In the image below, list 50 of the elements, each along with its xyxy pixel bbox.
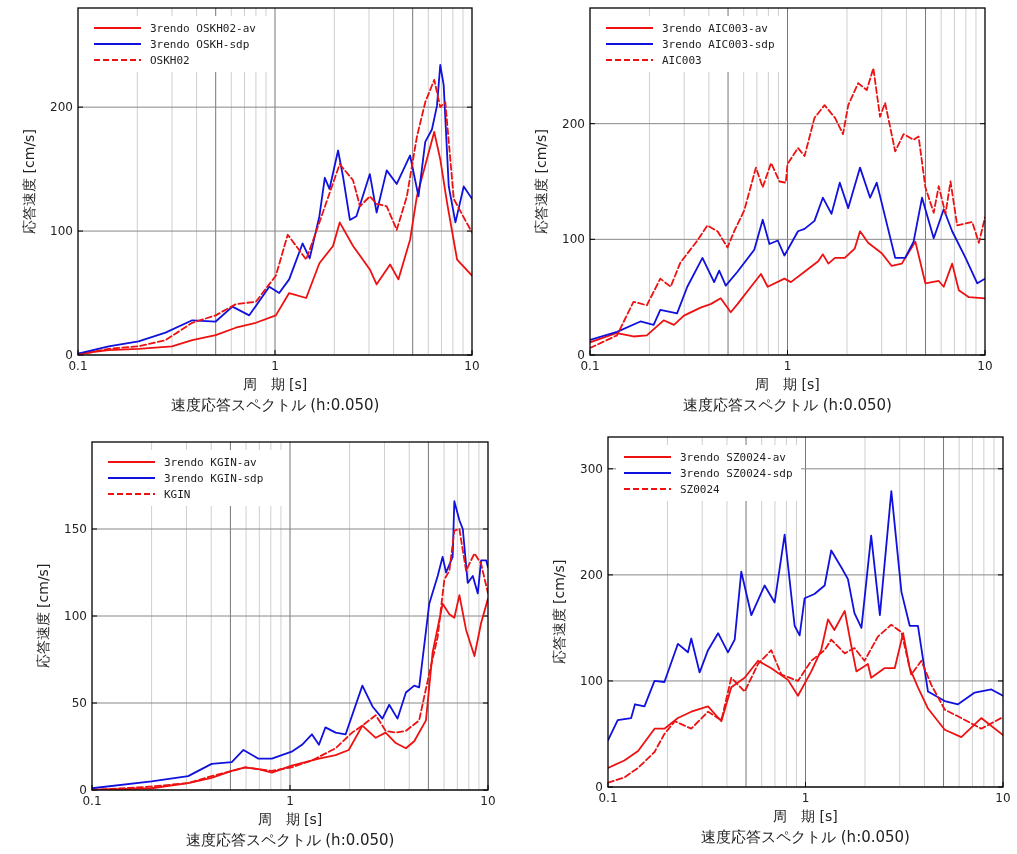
x-axis-title: 周 期 [s] [755, 376, 820, 392]
y-tick-label: 50 [71, 696, 87, 710]
legend-label: 3rendo SZ0024-av [680, 451, 787, 464]
y-tick-label: 100 [562, 232, 585, 247]
y-axis-title: 応答速度 [cm/s] [533, 129, 549, 234]
legend-label: KGIN [164, 488, 191, 501]
x-tick-label: 0.1 [68, 359, 88, 373]
x-tick-label: 0.1 [82, 794, 102, 808]
y-tick-label: 0 [65, 348, 73, 362]
text: 速度応答スペクトル (h:0.050) [683, 396, 892, 414]
y-tick-label: 100 [64, 609, 87, 623]
legend-label: AIC003 [662, 54, 702, 67]
text: 速度応答スペクトル (h:0.050) [185, 831, 395, 849]
legend-label: 3rendo SZ0024-sdp [680, 467, 793, 480]
x-tick-label: 1 [801, 791, 810, 805]
legend-label: 3rendo KGIN-av [164, 456, 258, 469]
y-tick-label: 100 [580, 673, 603, 688]
x-axis-title: 周 期 [s] [242, 376, 308, 392]
y-tick-label: 300 [580, 461, 603, 476]
legend-label: 3rendo KGIN-sdp [164, 472, 264, 485]
x-tick-label: 1 [783, 359, 792, 373]
text: 速度応答スペクトル (h:0.050) [170, 396, 380, 414]
legend-label: 3rendo OSKH02-av [150, 22, 257, 35]
x-tick-label: 10 [464, 359, 480, 373]
y-tick-label: 0 [577, 348, 585, 362]
y-tick-label: 200 [580, 567, 603, 582]
x-axis-title: 周 期 [s] [773, 808, 838, 824]
x-tick-label: 1 [271, 359, 279, 373]
x-axis-title: 周 期 [s] [257, 811, 323, 827]
y-tick-label: 200 [562, 116, 585, 131]
text: 速度応答スペクトル (h:0.050) [701, 828, 910, 846]
x-tick-label: 0.1 [598, 791, 618, 805]
y-axis-title: 応答速度 [cm/s] [551, 559, 567, 665]
y-tick-label: 0 [79, 783, 87, 797]
x-tick-label: 0.1 [580, 359, 600, 373]
y-tick-label: 100 [50, 224, 73, 239]
y-tick-label: 0 [595, 780, 603, 794]
y-axis-title: 応答速度 [cm/s] [35, 563, 51, 669]
legend-label: SZ0024 [680, 483, 721, 496]
x-tick-label: 10 [995, 791, 1011, 805]
legend-label: OSKH02 [150, 54, 190, 67]
legend-label: 3rendo OSKH-sdp [150, 38, 250, 51]
y-tick-label: 200 [50, 100, 73, 115]
y-tick-label: 150 [64, 522, 87, 536]
x-tick-label: 10 [977, 359, 993, 373]
y-axis-title: 応答速度 [cm/s] [21, 129, 37, 234]
legend-label: 3rendo AIC003-av [662, 22, 769, 35]
x-tick-label: 10 [480, 794, 496, 808]
x-tick-label: 1 [286, 794, 294, 808]
legend-label: 3rendo AIC003-sdp [662, 38, 775, 51]
